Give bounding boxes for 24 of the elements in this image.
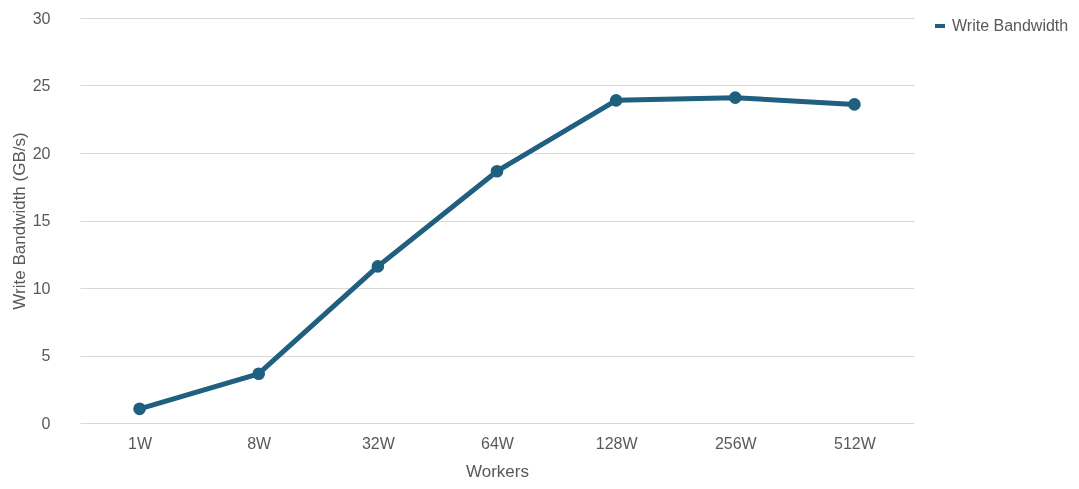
- y-tick-label: 30: [32, 9, 51, 27]
- legend-label: Write Bandwidth: [952, 17, 1069, 34]
- x-tick-label: 128W: [595, 434, 639, 452]
- x-tick-label: 1W: [128, 434, 153, 452]
- point: [371, 260, 385, 273]
- x-axis-title: Workers: [466, 461, 529, 481]
- y-tick-label: 15: [32, 212, 51, 229]
- point: [490, 164, 504, 178]
- point: [609, 94, 623, 107]
- x-tick-label: 512W: [834, 434, 877, 452]
- point: [848, 98, 861, 111]
- y-tick-label: 25: [32, 77, 51, 94]
- x-tick-label: 32W: [361, 434, 396, 452]
- x-tick-label: 256W: [714, 434, 758, 452]
- y-tick-label: 0: [41, 414, 51, 432]
- y-tick-label: 20: [32, 144, 51, 162]
- y-tick-label: 5: [41, 347, 51, 364]
- point: [728, 91, 742, 104]
- point: [133, 402, 146, 416]
- y-tick-label: 10: [32, 279, 51, 297]
- x-tick-label: 8W: [247, 434, 273, 452]
- x-tick-label: 64W: [481, 434, 515, 452]
- point: [252, 367, 266, 381]
- y-axis-title: Write Bandwidth (GB/s): [9, 132, 29, 310]
